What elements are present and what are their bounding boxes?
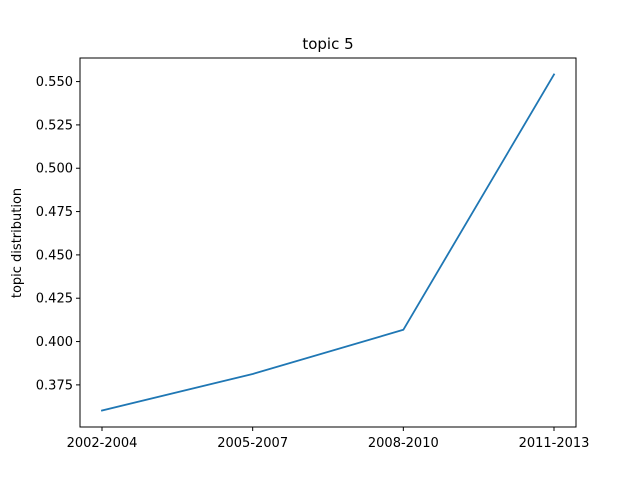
series-layer (100, 73, 556, 412)
y-tick-label: 0.525 (36, 118, 73, 133)
y-tick-label: 0.475 (36, 205, 73, 220)
y-tick-label: 0.425 (36, 292, 73, 307)
y-tick-label: 0.500 (36, 162, 73, 177)
y-tick-label: 0.375 (36, 378, 73, 393)
y-tick-label: 0.550 (36, 75, 73, 90)
y-tick-label: 0.450 (36, 248, 73, 263)
x-axis-ticks: 2002-2004 2005-2007 2008-2010 2011-2013 (67, 427, 590, 451)
x-tick-label: 2008-2010 (368, 436, 439, 451)
y-axis-ticks: 0.375 0.400 0.425 0.450 0.475 0.500 0.525 0.550 (36, 75, 80, 393)
chart-title: topic 5 (302, 35, 353, 53)
x-tick-label: 2002-2004 (67, 436, 138, 451)
y-axis-label: topic distribution (10, 188, 25, 298)
plot-frame (79, 57, 577, 428)
series-line (100, 73, 556, 412)
x-tick-label: 2005-2007 (217, 436, 288, 451)
y-tick-label: 0.400 (36, 335, 73, 350)
x-tick-label: 2011-2013 (519, 436, 590, 451)
